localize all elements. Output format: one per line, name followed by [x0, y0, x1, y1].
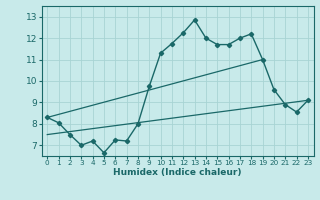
X-axis label: Humidex (Indice chaleur): Humidex (Indice chaleur) — [113, 168, 242, 177]
